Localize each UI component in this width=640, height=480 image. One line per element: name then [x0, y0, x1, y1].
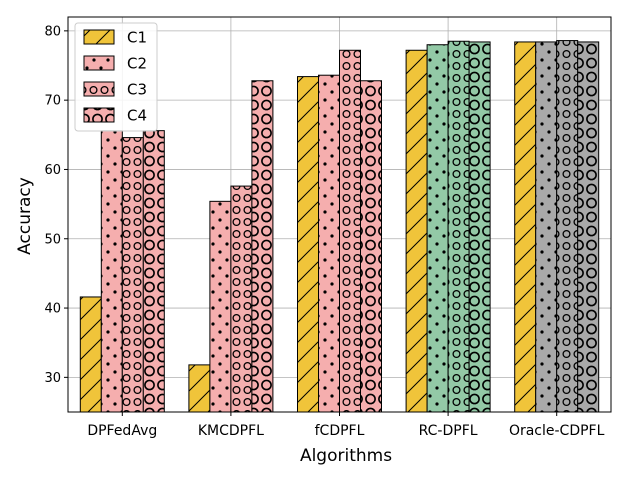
x-tick-label: fCDPFL: [315, 423, 365, 439]
bar-c2-dpfedavg: [100, 130, 123, 413]
legend-swatch-c3: [83, 81, 115, 97]
x-axis-label: Algorithms: [300, 446, 392, 466]
y-tick-label: 80: [44, 24, 61, 39]
legend: C1 C2 C3 C4: [74, 22, 158, 132]
bar-c1-kmcdpfl: [188, 364, 211, 413]
legend-box: [74, 22, 158, 132]
y-tick-label: 50: [44, 232, 61, 247]
bar-c3-dpfedavg: [121, 137, 144, 413]
y-axis-label: Accuracy: [15, 177, 35, 255]
bar-c1-fcdpfl: [297, 76, 319, 413]
y-tick-label: 60: [44, 163, 61, 178]
x-tick-label: Oracle-CDPFL: [509, 423, 605, 439]
x-tick-label: RC-DPFL: [419, 423, 478, 439]
bar-c4-oracle-cdpfl: [577, 41, 600, 413]
bar-c3-oracle-cdpfl: [556, 40, 579, 413]
y-tick-label: 30: [44, 371, 61, 386]
bar-c2-kmcdpfl: [209, 200, 232, 413]
bar-c2-oracle-cdpfl: [535, 41, 558, 413]
bar-c2-rc-dpfl: [426, 44, 449, 413]
bar-c4-rc-dpfl: [468, 41, 491, 413]
legend-swatch-c2: [83, 55, 115, 71]
legend-label-c2: C2: [127, 55, 147, 73]
bar-c3-rc-dpfl: [447, 40, 470, 413]
bar-c4-fcdpfl: [360, 80, 382, 413]
bar-c3-fcdpfl: [339, 49, 361, 413]
bar-c1-dpfedavg: [79, 296, 102, 413]
y-tick-label: 70: [44, 94, 61, 109]
bar-c4-kmcdpfl: [251, 80, 274, 413]
bar-c2-fcdpfl: [318, 74, 340, 413]
bar-c4-dpfedavg: [142, 130, 165, 413]
bars: [79, 40, 600, 413]
tick-labels: 30 40 50 60 70 80 DPFedAvg KMCDPFL fCDPFL RC-DPFL…: [44, 24, 604, 439]
legend-swatch-c4: [83, 107, 115, 123]
bar-c1-oracle-cdpfl: [514, 41, 537, 413]
legend-swatch-c1: [83, 29, 115, 45]
legend-label-c4: C4: [127, 107, 147, 125]
x-tick-label: KMCDPFL: [198, 423, 264, 439]
y-tick-label: 40: [44, 302, 61, 317]
legend-label-c3: C3: [127, 81, 147, 99]
legend-label-c1: C1: [127, 29, 147, 47]
bar-c3-kmcdpfl: [230, 185, 253, 413]
bar-c1-rc-dpfl: [405, 49, 428, 413]
x-tick-label: DPFedAvg: [87, 423, 157, 439]
